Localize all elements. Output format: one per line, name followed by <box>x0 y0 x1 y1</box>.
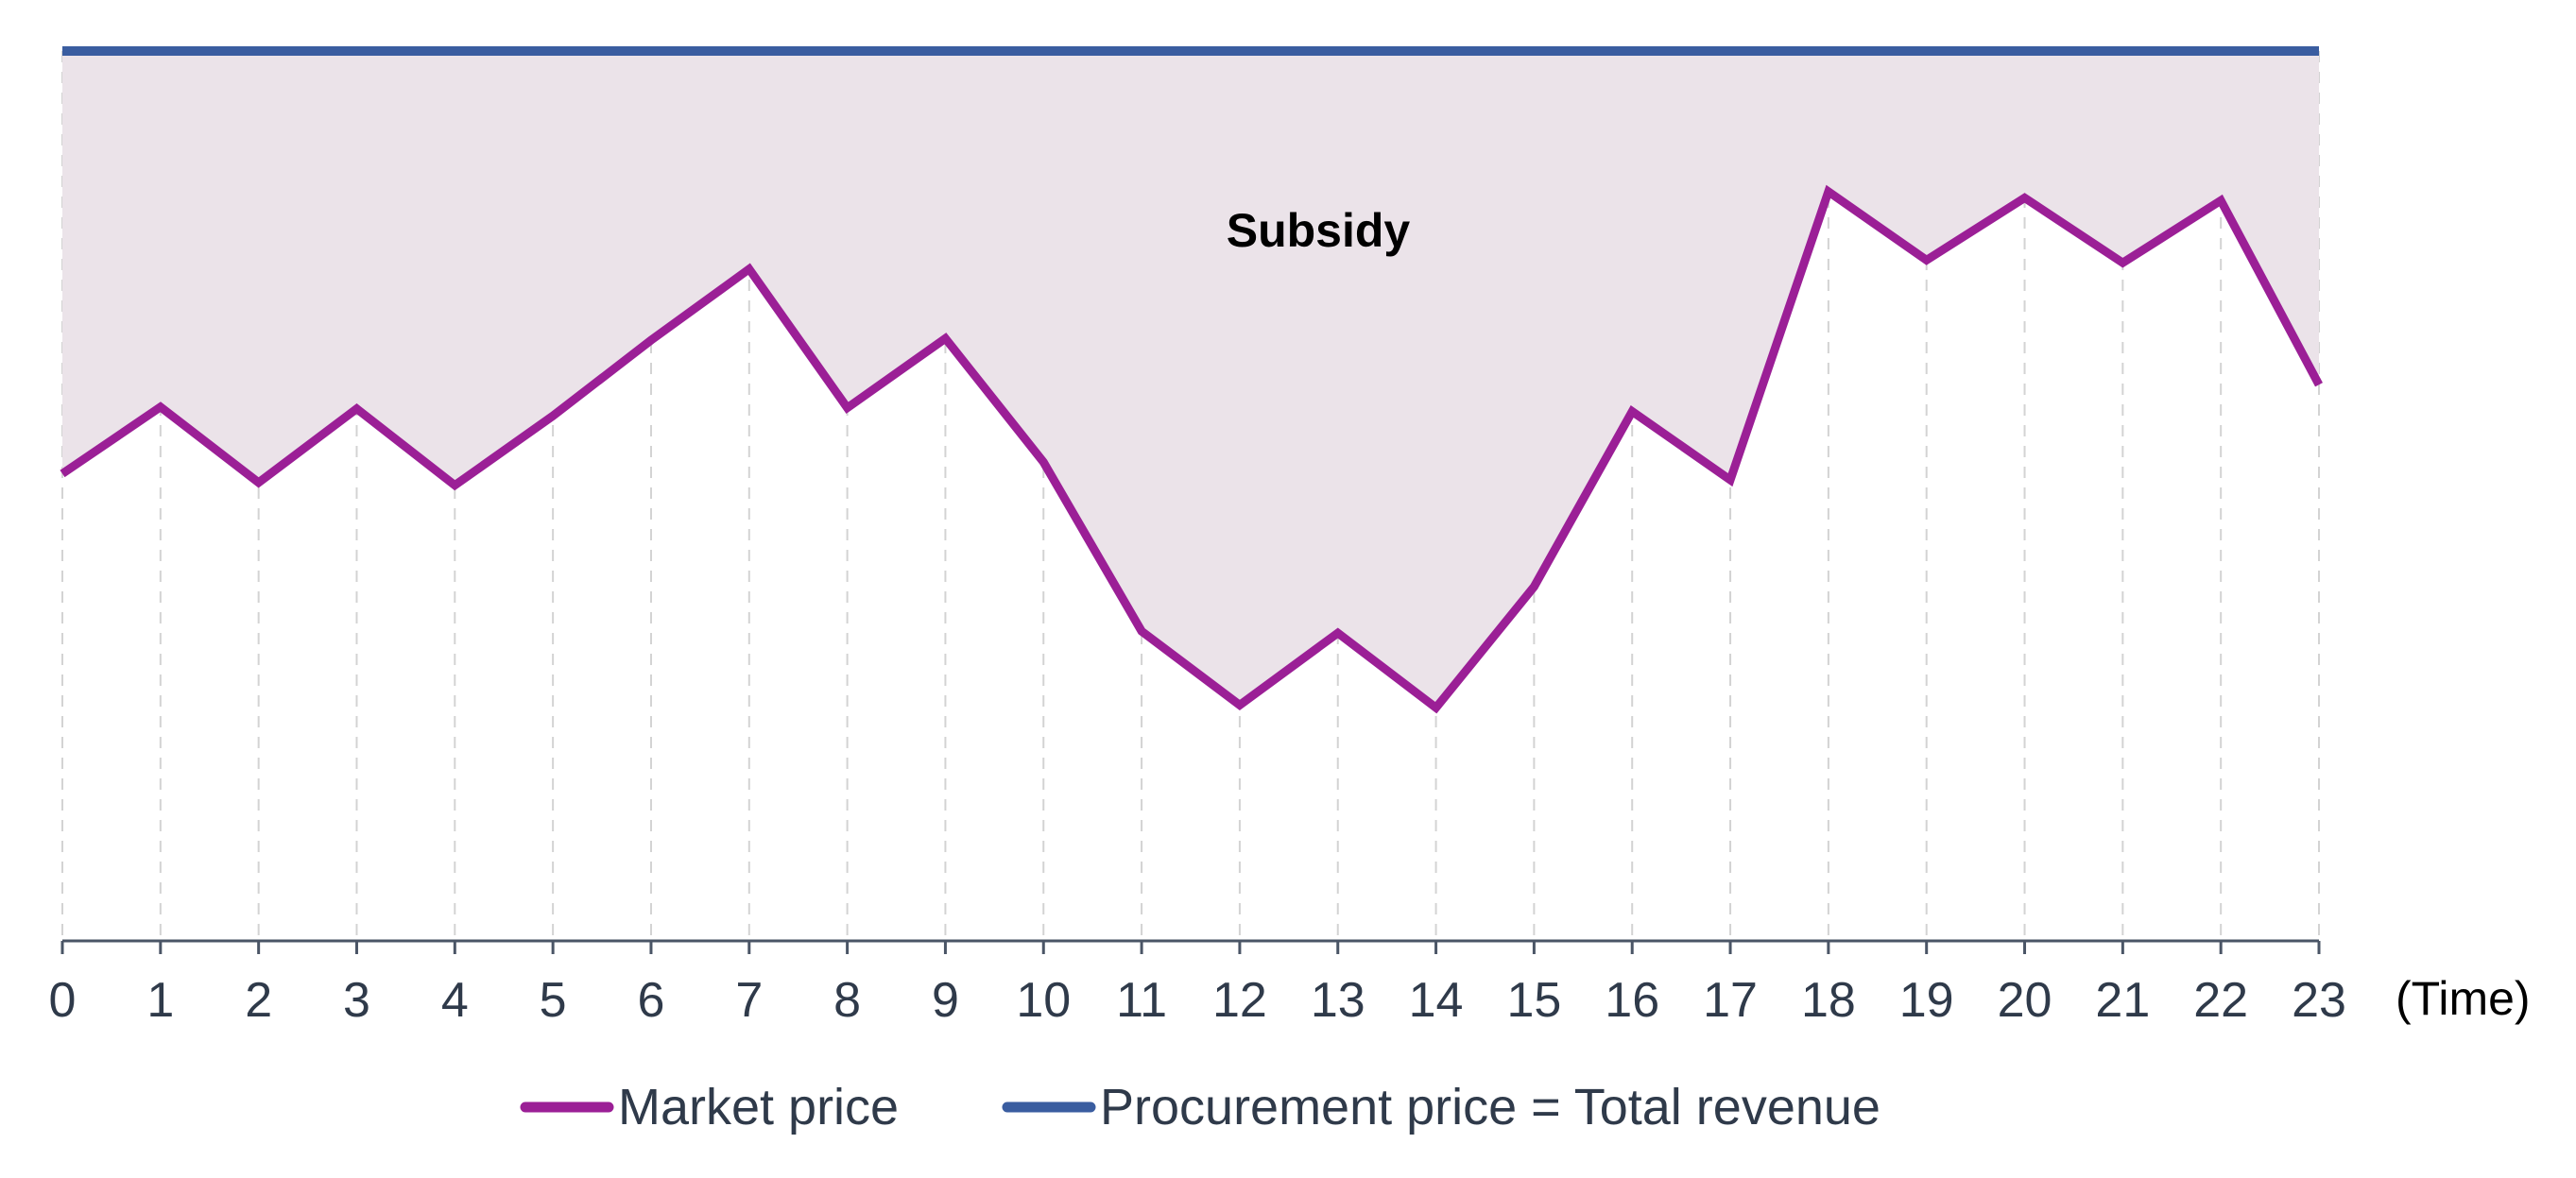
legend-label-market-price: Market price <box>618 1079 899 1135</box>
x-tick-label-0: 0 <box>49 973 77 1028</box>
x-tick-label-10: 10 <box>1016 973 1071 1028</box>
x-tick-label-20: 20 <box>1998 973 2052 1028</box>
x-tick-label-11: 11 <box>1116 973 1167 1028</box>
x-tick-label-16: 16 <box>1605 973 1659 1028</box>
x-tick-label-1: 1 <box>146 973 174 1028</box>
annotation-subsidy: Subsidy <box>1227 204 1411 257</box>
x-tick-label-7: 7 <box>735 973 763 1028</box>
x-tick-label-19: 19 <box>1899 973 1954 1028</box>
x-tick-label-3: 3 <box>343 973 370 1028</box>
x-tick-label-2: 2 <box>245 973 272 1028</box>
x-tick-label-5: 5 <box>540 973 567 1028</box>
x-tick-label-8: 8 <box>833 973 861 1028</box>
x-tick-label-6: 6 <box>637 973 664 1028</box>
x-tick-label-4: 4 <box>441 973 469 1028</box>
x-tick-layer: 0 1 2 3 4 5 6 7 8 9 10 11 12 13 14 15 16 17 18 19 20 21 22 23 <box>49 941 2346 1028</box>
x-tick-label-14: 14 <box>1409 973 1464 1028</box>
x-tick-label-18: 18 <box>1801 973 1856 1028</box>
x-tick-label-9: 9 <box>932 973 959 1028</box>
x-tick-label-22: 22 <box>2193 973 2248 1028</box>
x-axis-label: (Time) <box>2396 972 2531 1025</box>
x-tick-label-13: 13 <box>1311 973 1365 1028</box>
x-tick-label-23: 23 <box>2292 973 2346 1028</box>
legend-label-procurement-price: Procurement price = Total revenue <box>1100 1079 1880 1135</box>
x-tick-label-17: 17 <box>1703 973 1758 1028</box>
legend: Market price Procurement price = Total r… <box>520 1079 1880 1135</box>
series-line-market-price <box>60 184 2323 714</box>
subsidy-area <box>62 51 2319 709</box>
x-tick-label-12: 12 <box>1212 973 1267 1028</box>
x-tick-label-21: 21 <box>2095 973 2150 1028</box>
x-tick-label-15: 15 <box>1506 973 1561 1028</box>
